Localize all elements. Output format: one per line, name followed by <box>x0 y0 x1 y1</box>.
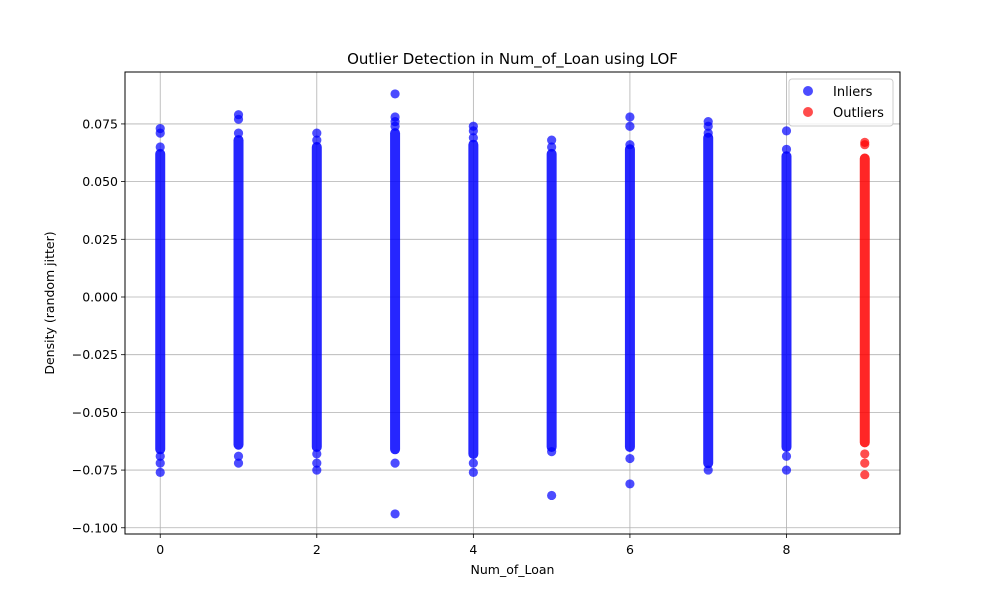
plot-frame <box>124 71 901 535</box>
y-tick-label: 0.025 <box>82 232 118 247</box>
data-points <box>155 89 870 519</box>
data-point-band <box>155 148 166 455</box>
data-point <box>860 449 870 459</box>
data-point <box>155 451 165 461</box>
data-point <box>468 133 478 143</box>
data-point <box>625 112 635 122</box>
x-tick-label: 6 <box>626 542 634 557</box>
data-point <box>155 123 165 134</box>
y-axis-label: Density (random jitter) <box>42 231 57 374</box>
data-point <box>468 458 478 468</box>
data-point <box>547 447 557 457</box>
data-point <box>233 110 244 120</box>
x-tick-label: 2 <box>313 542 321 557</box>
legend: Inliers Outliers <box>788 78 894 127</box>
data-point <box>781 451 792 461</box>
data-point <box>860 458 870 468</box>
data-point-band <box>233 135 244 450</box>
data-point-band <box>624 144 635 453</box>
y-tick-label: 0.000 <box>82 290 118 305</box>
data-point <box>390 458 400 468</box>
data-point-band <box>546 148 557 452</box>
data-point-band <box>703 132 714 469</box>
y-tick-label: −0.075 <box>72 463 118 478</box>
data-point <box>390 89 400 99</box>
data-point <box>625 479 635 489</box>
data-point <box>312 449 322 459</box>
legend-marker-inliers <box>803 86 813 96</box>
x-axis-label: Num_of_Loan <box>471 562 555 577</box>
data-point <box>390 509 400 519</box>
y-tick-label: −0.025 <box>72 347 118 362</box>
data-point <box>468 121 478 131</box>
y-tick-label: 0.050 <box>82 174 118 189</box>
data-point <box>233 128 244 138</box>
data-point <box>390 112 400 122</box>
data-point-band <box>781 151 792 452</box>
data-point <box>625 140 635 150</box>
data-point-band <box>468 139 479 459</box>
x-tick-label: 8 <box>783 542 791 557</box>
data-point <box>547 135 557 145</box>
data-point <box>547 490 557 501</box>
legend-marker-outliers <box>803 107 813 117</box>
data-point <box>312 458 322 468</box>
data-point <box>547 142 557 152</box>
data-point <box>860 470 870 480</box>
data-point <box>703 117 713 127</box>
data-point <box>860 137 870 147</box>
data-point <box>312 135 322 145</box>
data-point-band <box>390 128 401 455</box>
data-point <box>155 467 165 477</box>
data-point <box>781 144 792 154</box>
data-point-band <box>859 153 870 448</box>
data-point <box>312 465 322 475</box>
data-point <box>703 128 713 138</box>
y-tick-label: −0.100 <box>72 520 118 535</box>
data-point <box>703 465 713 475</box>
legend-label-outliers: Outliers <box>833 106 884 121</box>
data-point <box>625 453 635 464</box>
y-tick-label: −0.050 <box>72 405 118 420</box>
legend-box <box>788 78 894 127</box>
data-point-band <box>311 142 322 452</box>
data-point <box>312 128 322 138</box>
data-point <box>468 467 478 477</box>
data-point <box>781 465 792 475</box>
data-point <box>233 458 244 468</box>
data-point <box>781 126 792 136</box>
legend-label-inliers: Inliers <box>833 85 873 100</box>
data-point <box>155 458 165 468</box>
x-tick-label: 4 <box>469 542 477 557</box>
data-point <box>233 451 244 461</box>
chart-title: Outlier Detection in Num_of_Loan using L… <box>347 50 678 69</box>
x-tick-label: 0 <box>156 542 164 557</box>
y-tick-label: 0.075 <box>82 116 118 131</box>
data-point <box>155 142 165 152</box>
data-point <box>625 121 635 131</box>
axis-ticks: 0 2 4 6 8 −0.100 −0.075 −0.050 −0.025 0.000 0.025 0… <box>72 116 791 557</box>
